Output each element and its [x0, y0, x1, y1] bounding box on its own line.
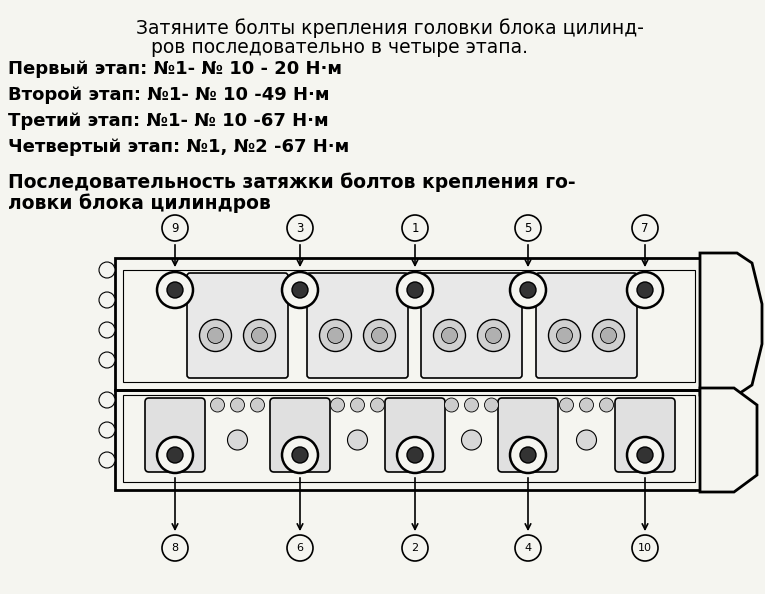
Circle shape [520, 282, 536, 298]
Text: 3: 3 [296, 222, 304, 235]
Circle shape [593, 320, 624, 352]
FancyBboxPatch shape [615, 398, 675, 472]
Circle shape [327, 327, 343, 343]
Circle shape [477, 320, 509, 352]
Circle shape [510, 437, 546, 473]
Circle shape [252, 327, 268, 343]
Circle shape [99, 292, 115, 308]
Text: 10: 10 [638, 543, 652, 553]
Text: Четвертый этап: №1, №2 -67 Н·м: Четвертый этап: №1, №2 -67 Н·м [8, 138, 350, 156]
Circle shape [320, 320, 351, 352]
Circle shape [549, 320, 581, 352]
Circle shape [484, 398, 499, 412]
Circle shape [441, 327, 457, 343]
FancyBboxPatch shape [270, 398, 330, 472]
Circle shape [372, 327, 388, 343]
Polygon shape [700, 388, 757, 492]
Circle shape [210, 398, 224, 412]
Circle shape [632, 215, 658, 241]
Circle shape [292, 282, 308, 298]
Circle shape [370, 398, 385, 412]
Circle shape [227, 430, 248, 450]
Text: 5: 5 [524, 222, 532, 235]
Text: 4: 4 [525, 543, 532, 553]
Circle shape [515, 215, 541, 241]
Text: 7: 7 [641, 222, 649, 235]
Circle shape [434, 320, 465, 352]
Circle shape [330, 398, 344, 412]
Text: Второй этап: №1- № 10 -49 Н·м: Второй этап: №1- № 10 -49 Н·м [8, 86, 330, 104]
Circle shape [627, 437, 663, 473]
Circle shape [520, 447, 536, 463]
Circle shape [243, 320, 275, 352]
Text: 2: 2 [412, 543, 418, 553]
Text: ловки блока цилиндров: ловки блока цилиндров [8, 193, 271, 213]
Circle shape [99, 322, 115, 338]
Circle shape [99, 352, 115, 368]
Text: Последовательность затяжки болтов крепления го-: Последовательность затяжки болтов крепле… [8, 172, 575, 191]
Circle shape [402, 215, 428, 241]
Circle shape [282, 437, 318, 473]
Circle shape [444, 398, 458, 412]
Circle shape [461, 430, 481, 450]
Circle shape [577, 430, 597, 450]
Circle shape [407, 447, 423, 463]
Text: Затяните болты крепления головки блока цилинд-: Затяните болты крепления головки блока ц… [136, 18, 644, 37]
Circle shape [99, 422, 115, 438]
Circle shape [350, 398, 364, 412]
Circle shape [99, 452, 115, 468]
Circle shape [287, 535, 313, 561]
Circle shape [601, 327, 617, 343]
Circle shape [515, 535, 541, 561]
Circle shape [282, 272, 318, 308]
Circle shape [292, 447, 308, 463]
FancyBboxPatch shape [307, 273, 408, 378]
Text: ров последовательно в четыре этапа.: ров последовательно в четыре этапа. [151, 38, 529, 57]
Circle shape [407, 282, 423, 298]
Polygon shape [700, 253, 762, 395]
FancyBboxPatch shape [421, 273, 522, 378]
Text: 9: 9 [171, 222, 179, 235]
Circle shape [402, 535, 428, 561]
Circle shape [230, 398, 245, 412]
Circle shape [600, 398, 614, 412]
Circle shape [207, 327, 223, 343]
Circle shape [464, 398, 478, 412]
Circle shape [637, 282, 653, 298]
Circle shape [287, 215, 313, 241]
Circle shape [99, 262, 115, 278]
FancyBboxPatch shape [385, 398, 445, 472]
Circle shape [250, 398, 265, 412]
Circle shape [162, 215, 188, 241]
Circle shape [167, 447, 183, 463]
FancyBboxPatch shape [536, 273, 637, 378]
Circle shape [397, 272, 433, 308]
Circle shape [556, 327, 572, 343]
Circle shape [363, 320, 396, 352]
Circle shape [510, 272, 546, 308]
Circle shape [99, 392, 115, 408]
Circle shape [559, 398, 574, 412]
Circle shape [397, 437, 433, 473]
Circle shape [632, 535, 658, 561]
Circle shape [157, 272, 193, 308]
Text: 6: 6 [297, 543, 304, 553]
Circle shape [162, 535, 188, 561]
FancyBboxPatch shape [145, 398, 205, 472]
Circle shape [580, 398, 594, 412]
Circle shape [167, 282, 183, 298]
FancyBboxPatch shape [187, 273, 288, 378]
Circle shape [486, 327, 502, 343]
Circle shape [347, 430, 367, 450]
Text: 1: 1 [412, 222, 418, 235]
Circle shape [157, 437, 193, 473]
Circle shape [200, 320, 232, 352]
Circle shape [637, 447, 653, 463]
Text: 8: 8 [171, 543, 178, 553]
Circle shape [627, 272, 663, 308]
Text: Первый этап: №1- № 10 - 20 Н·м: Первый этап: №1- № 10 - 20 Н·м [8, 60, 342, 78]
Text: Третий этап: №1- № 10 -67 Н·м: Третий этап: №1- № 10 -67 Н·м [8, 112, 329, 130]
FancyBboxPatch shape [498, 398, 558, 472]
